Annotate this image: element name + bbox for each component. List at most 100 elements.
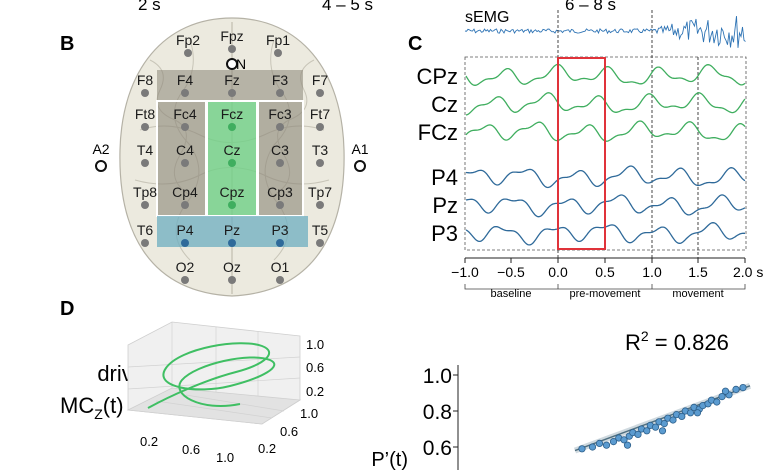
scatter-point: [732, 385, 740, 393]
time-tick-label: −0.5: [497, 264, 525, 280]
electrode-a1: A1: [351, 141, 369, 172]
scatter-point: [651, 423, 660, 431]
caption-4-5s: 4 – 5 s: [322, 0, 373, 14]
traces-panel: sEMG CPz Cz FCz P4 Pz P3 −1.0 −0.5 0.0 0.5 1.0 1.5…: [416, 9, 763, 300]
electrode-label: Fp2: [176, 32, 200, 48]
scatter-point: [578, 445, 586, 453]
scatter-point: [678, 412, 686, 420]
electrode-a2: A2: [92, 141, 110, 172]
z-tick-2: 0.6: [306, 360, 324, 375]
electrode-n: N: [226, 56, 246, 72]
x-tick-3: 1.0: [216, 450, 234, 465]
channel-label-cz: Cz: [431, 92, 458, 117]
segment-movement: movement: [672, 288, 723, 300]
electrode-t6: T6: [137, 222, 154, 247]
channel-label-pz: Pz: [432, 193, 458, 218]
electrode-label: Cz: [223, 142, 240, 158]
electrode-dot: [181, 159, 189, 167]
scatter-point: [713, 398, 721, 406]
electrode-dot: [141, 201, 149, 209]
electrode-dot: [276, 276, 284, 284]
electrode-ft8: Ft8: [135, 106, 155, 131]
drive-trajectory: [147, 342, 276, 409]
electrode-dot: [228, 45, 236, 53]
scatter-point: [658, 427, 667, 435]
electrode-dot: [276, 89, 284, 97]
electrode-t4: T4: [137, 142, 154, 167]
time-tick-label: 2.0 s: [733, 264, 763, 280]
electrode-dot: [274, 49, 282, 57]
electrode-label: Ft8: [135, 106, 155, 122]
electrode-dot: [181, 239, 189, 247]
electrode-tp8: Tp8: [133, 184, 157, 209]
channel-label-cpz: CPz: [416, 64, 458, 89]
electrode-oz: Oz: [223, 259, 241, 284]
electrode-label: Fc3: [268, 106, 292, 122]
trace-layer: CPz Cz FCz P4 Pz P3: [416, 63, 746, 246]
electrode-fc3: Fc3: [268, 106, 292, 131]
time-tick-label: 1.5: [688, 264, 708, 280]
y-tick-3: 0.2: [258, 441, 276, 456]
panel-d-label: D: [60, 298, 74, 320]
caption-2s: 2 s: [138, 0, 161, 14]
scatter-plot: R2 = 0.826 P’(t) 1.0 0.8 0.6: [371, 328, 752, 470]
electrode-cp3: Cp3: [267, 184, 293, 209]
electrode-c3: C3: [271, 142, 289, 167]
electrode-label: T6: [137, 222, 154, 238]
r2-annotation: R2 = 0.826: [625, 328, 729, 355]
channel-label-p3: P3: [431, 221, 458, 246]
semg-trace: [464, 16, 746, 48]
head-map: Fp2 Fpz Fp1 N F8 F4 Fz F3 F7 Ft8 Fc4 Fcz Fc3 Ft7 A2 T4 C…: [92, 17, 369, 297]
channel-label-fcz: FCz: [418, 120, 458, 145]
electrode-label: Ft7: [310, 106, 330, 122]
electrode-dot: [228, 159, 236, 167]
electrode-label: A1: [351, 141, 368, 157]
electrode-dot: [276, 201, 284, 209]
region-right-central: [156, 100, 207, 217]
electrode-f4: F4: [177, 72, 194, 97]
electrode-label: Cp4: [172, 184, 198, 200]
electrode-t3: T3: [312, 142, 328, 167]
electrode-label: F4: [177, 72, 194, 88]
panel-c-label: C: [408, 33, 422, 55]
electrode-fcz: Fcz: [221, 106, 243, 131]
scatter-point: [660, 419, 668, 428]
electrode-f7: F7: [312, 72, 328, 97]
electrode-label: C3: [271, 142, 289, 158]
semg-label: sEMG: [465, 9, 509, 26]
electrode-dot: [228, 89, 236, 97]
electrode-label: Fpz: [220, 28, 243, 44]
electrode-o1: O1: [271, 259, 290, 284]
electrode-p4: P4: [176, 222, 194, 247]
channel-label-p4: P4: [431, 165, 458, 190]
electrode-dot: [141, 89, 149, 97]
electrode-dot: [316, 159, 324, 167]
time-tick-label: 1.0: [642, 264, 662, 280]
electrode-o2: O2: [176, 259, 195, 284]
scatter-point: [588, 443, 597, 451]
electrode-label: Fp1: [266, 32, 290, 48]
mc-label: MCZ(t): [60, 393, 124, 422]
electrode-dot: [181, 276, 189, 284]
electrode-label: P3: [271, 222, 288, 238]
scatter-point: [620, 436, 628, 444]
electrode-dot: [141, 159, 149, 167]
segment-brackets: [464, 284, 746, 290]
electrode-dot: [141, 123, 149, 131]
electrode-label: T4: [137, 142, 154, 158]
electrode-label: A2: [92, 141, 109, 157]
scatter-y-ticks: 1.0 0.8 0.6: [423, 365, 458, 460]
electrode-dot: [228, 239, 236, 247]
electrode-fpz: Fpz: [220, 28, 244, 53]
y-tick-1: 1.0: [300, 406, 318, 421]
electrode-f8: F8: [137, 72, 154, 97]
electrode-dot: [228, 123, 236, 131]
scatter-point: [721, 387, 730, 395]
electrode-cpz: Cpz: [220, 184, 245, 209]
electrode-label: F8: [137, 72, 154, 88]
electrode-label: Pz: [224, 222, 240, 238]
electrode-dot: [181, 201, 189, 209]
electrode-dot: [276, 123, 284, 131]
scatter-point: [609, 437, 618, 446]
electrode-label: Cpz: [220, 184, 245, 200]
